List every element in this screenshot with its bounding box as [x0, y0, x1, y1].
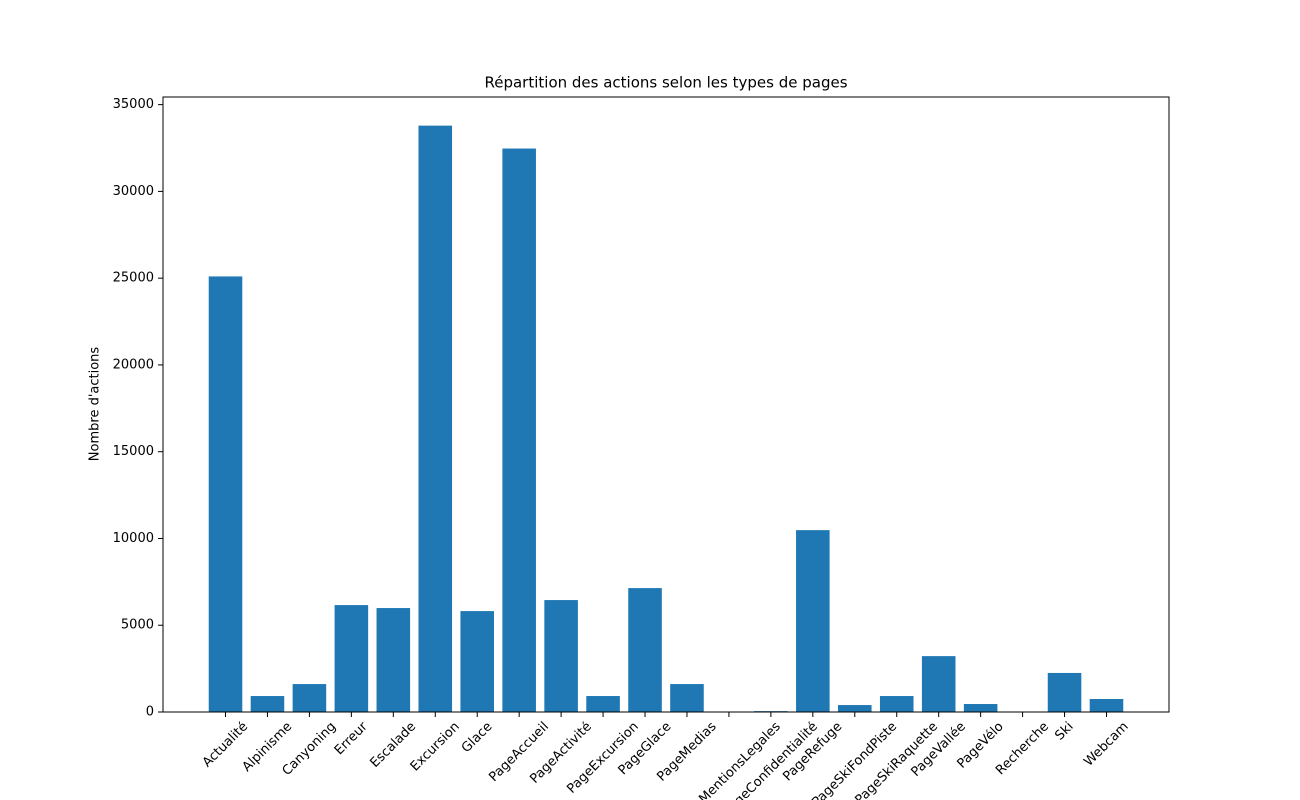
bar	[208, 276, 243, 712]
y-tick-label: 0	[146, 705, 154, 720]
bar	[838, 705, 872, 712]
bar	[796, 530, 830, 712]
plot-frame	[162, 96, 1170, 713]
bar	[586, 696, 620, 712]
y-tick-label: 30000	[113, 184, 154, 199]
y-tick-label: 20000	[113, 357, 154, 372]
bar	[250, 696, 285, 712]
y-tick-label: 5000	[121, 618, 154, 633]
bar	[921, 656, 956, 712]
bar	[418, 125, 453, 712]
bar	[502, 148, 536, 713]
bar	[1047, 672, 1082, 712]
bar	[1089, 698, 1124, 712]
bar	[544, 600, 578, 712]
y-tick-label: 35000	[113, 97, 154, 112]
y-axis-label: Nombre d'actions	[88, 347, 103, 462]
bar	[670, 684, 704, 712]
bar	[460, 611, 494, 712]
chart-title: Répartition des actions selon les types …	[484, 74, 847, 92]
bar	[292, 684, 327, 712]
y-tick-label: 15000	[113, 444, 154, 459]
bar	[879, 696, 914, 712]
y-tick-label: 10000	[113, 531, 154, 546]
bar	[376, 608, 411, 712]
bar	[963, 704, 998, 712]
bar	[334, 605, 369, 712]
y-tick-label: 25000	[113, 271, 154, 286]
bar	[628, 588, 662, 712]
